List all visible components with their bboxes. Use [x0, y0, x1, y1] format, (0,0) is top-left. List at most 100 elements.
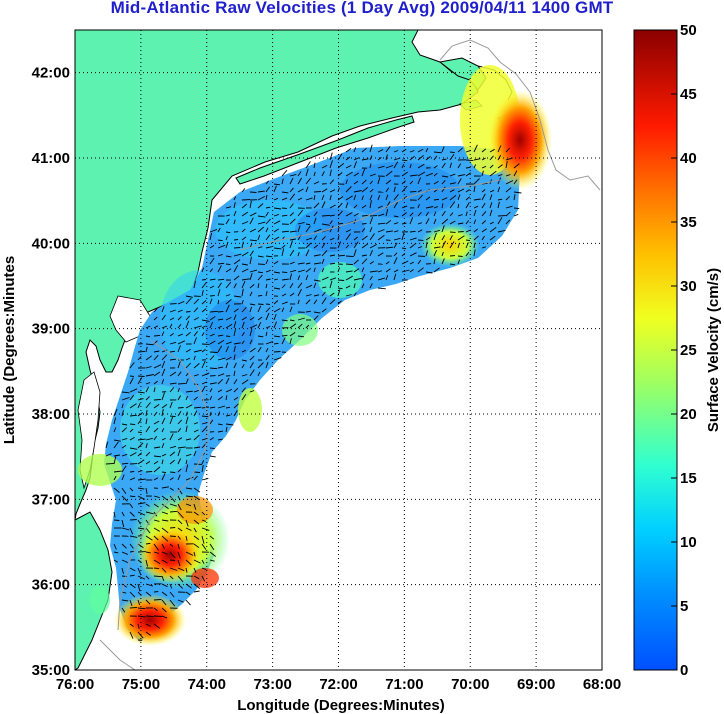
velocity-vector — [121, 527, 130, 531]
velocity-vector — [137, 398, 144, 401]
colorbar-tick-label: 45 — [680, 86, 697, 103]
velocity-vector — [409, 150, 415, 153]
velocity-vector — [153, 559, 161, 565]
velocity-vector — [265, 307, 271, 313]
velocity-vector — [161, 306, 165, 313]
velocity-vector — [121, 495, 128, 502]
map-frame — [74, 29, 603, 671]
velocity-vector — [433, 151, 442, 154]
velocity-vector — [297, 221, 305, 225]
velocity-vector — [169, 451, 176, 457]
velocity-vector — [217, 239, 223, 242]
velocity-vector — [145, 503, 150, 507]
velocity-vector — [449, 162, 452, 169]
velocity-vector — [129, 452, 137, 457]
velocity-vector — [193, 434, 200, 441]
velocity-vector — [241, 332, 245, 337]
velocity-vector — [113, 475, 117, 481]
velocity-vector — [289, 282, 294, 289]
velocity-vector — [161, 368, 166, 377]
velocity-vector — [337, 196, 344, 201]
velocity-vector — [209, 232, 213, 241]
velocity-vector — [273, 308, 281, 313]
velocity-vector — [265, 246, 272, 249]
colorbar-tick-label: 30 — [680, 278, 697, 295]
velocity-vector — [481, 148, 487, 153]
velocity-vector — [449, 241, 455, 249]
velocity-vector — [225, 377, 230, 385]
velocity-vector — [289, 269, 297, 273]
velocity-vector — [137, 511, 146, 516]
velocity-vector — [241, 299, 244, 305]
velocity-vector — [297, 269, 305, 273]
velocity-vector — [329, 179, 335, 185]
velocity-vector — [345, 148, 352, 153]
velocity-vector — [161, 486, 169, 489]
velocity-vector — [193, 503, 197, 510]
velocity-vector — [257, 294, 263, 297]
velocity-vector — [321, 236, 326, 241]
velocity-vector — [353, 283, 356, 289]
velocity-vector — [129, 495, 136, 498]
velocity-vector — [449, 189, 455, 193]
velocity-vector — [289, 273, 292, 281]
velocity-vector — [337, 202, 343, 209]
velocity-vector — [153, 350, 160, 353]
velocity-vector — [209, 406, 216, 409]
velocity-vector — [161, 331, 165, 337]
velocity-vector — [369, 227, 373, 233]
velocity-vector — [145, 471, 153, 473]
velocity-vector — [153, 477, 159, 481]
velocity-vector — [417, 148, 424, 153]
velocity-vector — [305, 177, 312, 185]
velocity-vector — [153, 527, 160, 532]
velocity-vector — [321, 276, 329, 281]
velocity-vector — [345, 285, 351, 289]
velocity-vector — [265, 227, 269, 233]
velocity-vector — [233, 410, 238, 417]
velocity-vector — [289, 332, 296, 337]
velocity-vector — [305, 223, 311, 226]
x-axis-label: Longitude (Degrees:Minutes) — [237, 697, 445, 714]
velocity-vector — [249, 212, 257, 217]
velocity-vector — [201, 267, 205, 273]
velocity-vector — [201, 567, 207, 570]
velocity-vector — [233, 219, 236, 225]
velocity-vector — [337, 279, 345, 281]
longitude-tick-label: 69:00 — [517, 676, 555, 693]
velocity-vector — [313, 235, 317, 241]
velocity-vector — [481, 220, 487, 225]
velocity-vector — [361, 254, 367, 257]
velocity-vector — [289, 238, 296, 241]
velocity-vector — [121, 403, 124, 409]
colorbar-tick-label: 10 — [680, 534, 697, 551]
velocity-vector — [441, 240, 447, 249]
velocity-vector — [121, 445, 127, 449]
velocity-vector — [401, 252, 406, 257]
velocity-vector — [481, 157, 486, 161]
velocity-vector — [401, 185, 408, 193]
longitude-tick-label: 71:00 — [385, 676, 423, 693]
velocity-vector — [153, 598, 162, 601]
velocity-vector — [417, 177, 421, 185]
velocity-vector — [337, 172, 343, 177]
velocity-vector — [209, 559, 215, 562]
velocity-vector — [473, 144, 478, 153]
velocity-vector — [361, 179, 367, 185]
velocity-vector — [441, 210, 446, 217]
velocity-vector — [217, 366, 224, 369]
velocity-vector — [225, 263, 231, 266]
velocity-vector — [489, 221, 494, 225]
velocity-vector — [169, 358, 176, 361]
velocity-vector — [185, 390, 193, 393]
velocity-vector — [465, 189, 470, 193]
velocity-vector — [433, 229, 441, 233]
velocity-vector — [193, 389, 199, 393]
velocity-vector — [241, 251, 249, 257]
velocity-vector — [297, 282, 303, 289]
colorbar-tick-label: 5 — [680, 598, 688, 615]
velocity-vector — [297, 188, 304, 193]
velocity-vector — [297, 335, 305, 338]
velocity-vector — [225, 255, 232, 258]
velocity-vector — [161, 473, 166, 481]
